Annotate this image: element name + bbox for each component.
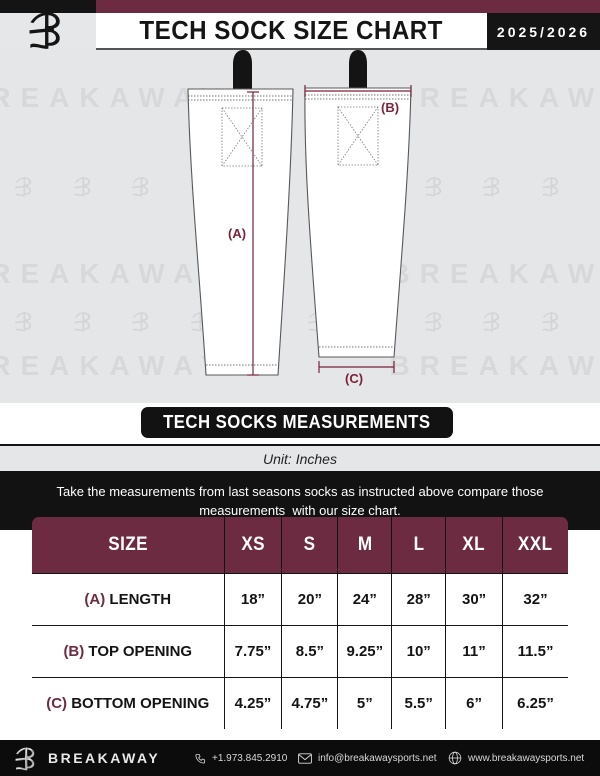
svg-text:(B): (B) — [381, 100, 399, 115]
svg-text:(A): (A) — [228, 226, 246, 241]
svg-text:(C): (C) — [345, 371, 363, 386]
